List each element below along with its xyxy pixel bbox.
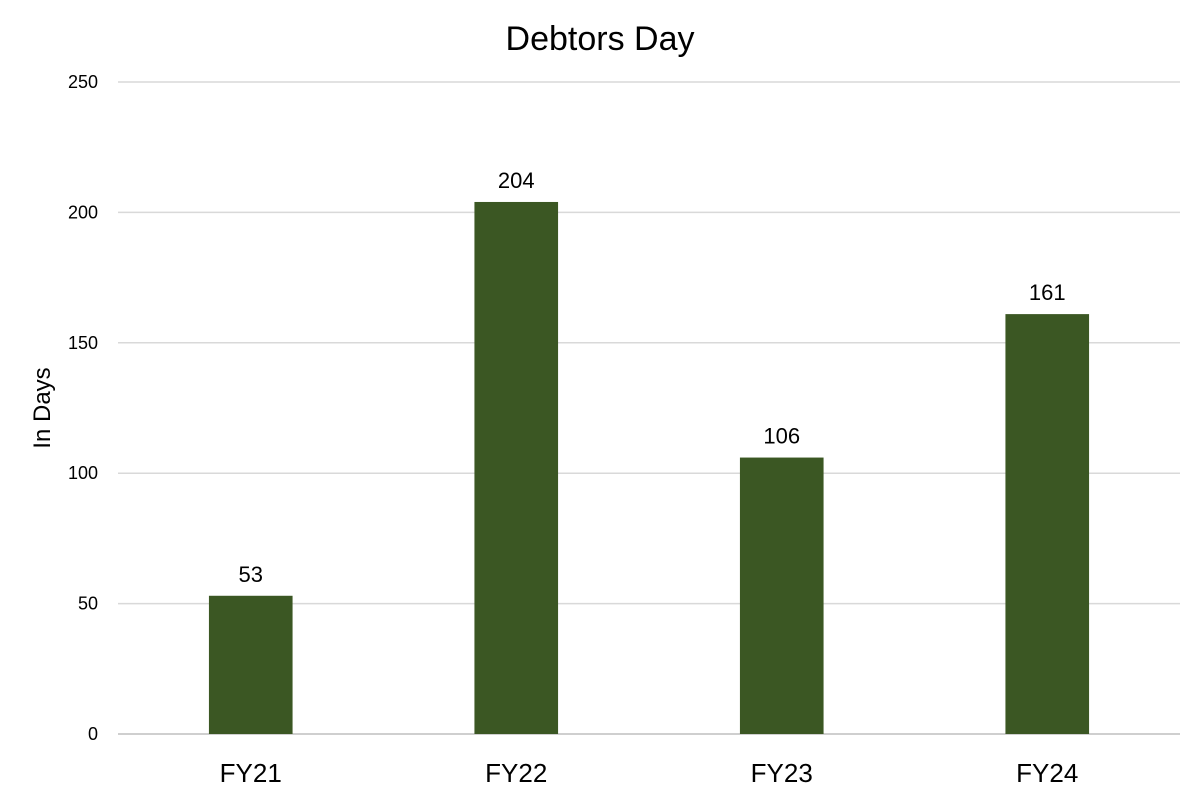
x-tick-label: FY21 [220, 758, 282, 788]
bar-fy21 [208, 595, 293, 734]
y-tick-labels: 0 50 100 150 200 250 [68, 72, 98, 744]
data-label-fy23: 106 [763, 424, 800, 449]
x-tick-label: FY24 [1016, 758, 1078, 788]
chart-title: Debtors Day [506, 20, 695, 58]
bar-fy24 [1005, 314, 1090, 734]
data-label-fy22: 204 [498, 168, 535, 193]
x-tick-labels: FY21 FY22 FY23 FY24 [220, 758, 1079, 788]
bar-fy22 [474, 201, 559, 734]
y-tick-label: 150 [68, 333, 98, 353]
bar-fy23 [739, 457, 824, 734]
x-tick-label: FY22 [485, 758, 547, 788]
gridlines [118, 81, 1180, 735]
y-axis-label: In Days [29, 367, 56, 448]
data-label-fy21: 53 [239, 562, 263, 587]
data-label-fy24: 161 [1029, 280, 1066, 305]
y-tick-label: 0 [88, 724, 98, 744]
y-tick-label: 50 [78, 594, 98, 614]
data-labels: 53 204 106 161 [239, 168, 1066, 587]
y-tick-label: 250 [68, 72, 98, 92]
bars [208, 201, 1090, 734]
y-tick-label: 200 [68, 202, 98, 222]
y-tick-label: 100 [68, 463, 98, 483]
x-tick-label: FY23 [751, 758, 813, 788]
